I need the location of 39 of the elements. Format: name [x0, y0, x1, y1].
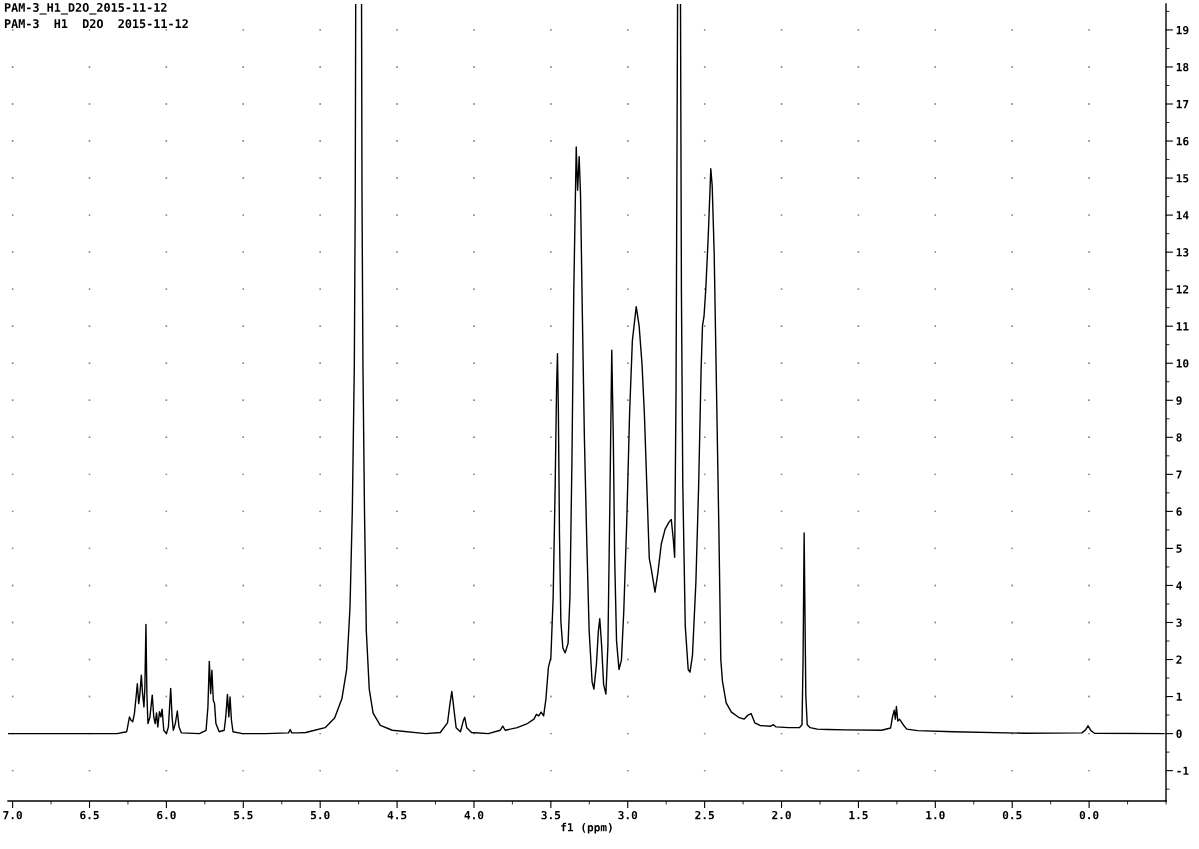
y-tick-label: 16	[1176, 137, 1189, 146]
y-tick-label: 6	[1176, 507, 1182, 516]
x-tick-label: 1.5	[849, 811, 868, 820]
y-tick-label: 1	[1176, 692, 1182, 701]
y-tick-label: 8	[1176, 433, 1182, 442]
y-tick-label: 0	[1176, 729, 1182, 738]
x-tick-label: 6.5	[80, 810, 99, 820]
y-tick-label: 12	[1176, 285, 1189, 294]
x-tick-label: 3.5	[541, 810, 561, 820]
y-tick-label: 15	[1176, 174, 1189, 183]
y-tick-label: 18	[1176, 62, 1189, 72]
y-tick-label: 17	[1176, 100, 1189, 109]
x-axis-title: f1 (ppm)	[561, 822, 612, 834]
y-tick-label: 7	[1176, 470, 1182, 479]
x-tick-label: 7.0	[3, 810, 22, 820]
y-tick-label: 5	[1176, 544, 1182, 553]
y-tick-label: 9	[1176, 396, 1182, 405]
y-tick-label: 13	[1176, 248, 1189, 257]
y-tick-label: 3	[1176, 618, 1182, 627]
chart-title: PAM-3_H1_D2O_2015-11-12	[4, 3, 167, 15]
x-tick-label: 5.0	[310, 810, 330, 820]
y-tick-label: 4	[1176, 581, 1182, 590]
y-tick-label: 10	[1176, 359, 1189, 368]
x-tick-label: 0.0	[1079, 810, 1099, 820]
x-tick-label: 4.5	[387, 811, 407, 820]
x-tick-label: 2.5	[695, 810, 714, 820]
x-tick-label: 0.5	[1002, 810, 1022, 820]
x-tick-label: 1.0	[926, 810, 945, 820]
y-tick-label: 19	[1176, 25, 1189, 35]
x-tick-label: 5.5	[234, 811, 253, 820]
text: PAM-3 H1 D2O 2015-11-12	[4, 19, 188, 29]
y-tick-label: 2	[1176, 655, 1182, 664]
x-tick-label: 3.0	[618, 810, 638, 820]
y-tick-label: 11	[1176, 322, 1189, 331]
x-tick-label: 6.0	[157, 810, 176, 820]
x-tick-label: 4.0	[464, 810, 484, 820]
x-tick-label: 2.0	[772, 810, 791, 820]
y-tick-label: 14	[1176, 211, 1189, 220]
y-tick-label: -1	[1177, 766, 1189, 775]
